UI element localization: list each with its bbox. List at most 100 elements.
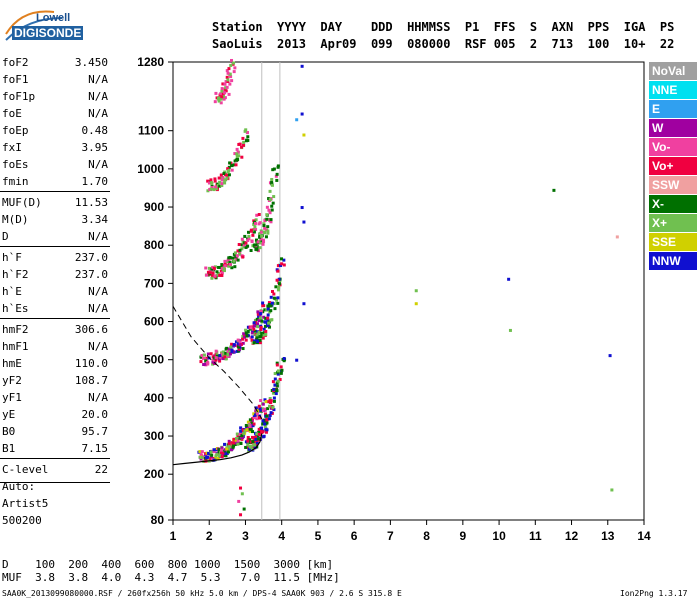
echo-point — [225, 75, 229, 79]
param-row: foF1p N/A — [2, 90, 108, 106]
echo-point — [219, 173, 223, 177]
echo-point — [262, 333, 266, 337]
param-name: yF2 — [2, 374, 22, 387]
x-tick-label: 1 — [170, 529, 177, 543]
echo-point — [268, 189, 272, 193]
param-name: M(D) — [2, 213, 29, 226]
echo-point — [206, 189, 210, 193]
echo-point — [250, 421, 254, 425]
echo-point — [278, 378, 282, 382]
echo-point — [255, 317, 259, 321]
echo-point — [249, 326, 253, 330]
echo-point — [225, 173, 229, 177]
echo-point — [259, 312, 263, 316]
echo-point — [261, 242, 265, 246]
echo-point — [269, 309, 273, 313]
echo-point — [225, 346, 229, 350]
distance-row: D 100 200 400 600 800 1000 1500 3000 [km… — [2, 558, 334, 571]
footer-version: Ion2Png 1.3.17 — [620, 589, 688, 598]
echo-point — [273, 383, 277, 387]
echo-point — [220, 184, 224, 188]
echo-point — [235, 147, 239, 151]
echo-point — [277, 369, 281, 373]
echo-point — [280, 257, 284, 261]
x-tick-label: 2 — [206, 529, 213, 543]
echo-point — [228, 349, 232, 353]
echo-point — [221, 451, 225, 455]
echo-point — [259, 335, 263, 339]
echo-point — [227, 173, 231, 177]
echo-point — [252, 230, 256, 234]
echo-point — [277, 282, 281, 286]
echo-point — [221, 92, 225, 96]
param-separator — [0, 482, 110, 483]
y-tick-label: 400 — [144, 391, 164, 405]
echo-point — [219, 273, 223, 277]
echo-point — [236, 342, 240, 346]
echo-point — [208, 453, 212, 457]
param-row: yF1 N/A — [2, 391, 108, 407]
param-value: 3.95 — [81, 141, 109, 154]
echo-point — [209, 352, 213, 356]
echo-point — [220, 446, 224, 450]
echo-point — [241, 347, 245, 351]
echo-point — [254, 222, 258, 226]
echo-point — [266, 407, 270, 411]
echo-point — [261, 419, 265, 423]
echo-point — [212, 188, 216, 192]
echo-point — [272, 292, 276, 296]
echo-point — [263, 308, 267, 312]
echo-point — [223, 259, 227, 263]
isolated-echo-point — [239, 486, 243, 490]
echo-point — [272, 396, 276, 400]
echo-point — [241, 136, 245, 140]
echo-point — [204, 359, 208, 363]
legend-item-x: X+ — [649, 214, 697, 232]
echo-point — [241, 255, 245, 259]
param-value: N/A — [88, 391, 108, 404]
echo-point — [214, 185, 218, 189]
echo-point — [264, 412, 268, 416]
echo-point — [226, 353, 230, 357]
echo-point — [265, 421, 269, 425]
echo-point — [225, 447, 229, 451]
echo-point — [250, 240, 254, 244]
echo-point — [269, 318, 273, 322]
echo-point — [276, 288, 280, 292]
echo-point — [241, 240, 245, 244]
echo-point — [270, 204, 274, 208]
echo-point — [276, 296, 280, 300]
param-value: 110.0 — [74, 357, 108, 370]
echo-point — [266, 231, 270, 235]
echo-point — [237, 243, 241, 247]
echo-point — [199, 457, 203, 461]
param-row: h`F 237.0 — [2, 251, 108, 267]
echo-point — [280, 368, 284, 372]
echo-point — [265, 217, 269, 221]
y-tick-label: 1000 — [137, 162, 164, 176]
echo-point — [244, 423, 248, 427]
echo-point — [279, 371, 283, 375]
echo-point — [235, 158, 239, 162]
echo-point — [237, 345, 241, 349]
echo-point — [254, 406, 258, 410]
echo-point — [255, 417, 259, 421]
echo-point — [280, 262, 284, 266]
x-tick-label: 6 — [351, 529, 358, 543]
echo-point — [258, 232, 262, 236]
echo-point — [228, 352, 232, 356]
echo-point — [251, 325, 255, 329]
echo-point — [232, 163, 236, 167]
echo-point — [251, 430, 255, 434]
echo-point — [215, 273, 219, 277]
echo-point — [214, 356, 218, 360]
isolated-echo-point — [608, 354, 612, 358]
echo-point — [230, 266, 234, 270]
echo-point — [258, 338, 262, 342]
x-tick-label: 10 — [492, 529, 506, 543]
param-value: 7.15 — [81, 442, 109, 455]
echo-point — [256, 409, 260, 413]
param-separator — [0, 458, 110, 459]
echo-point — [202, 363, 206, 367]
echo-point — [282, 258, 286, 262]
